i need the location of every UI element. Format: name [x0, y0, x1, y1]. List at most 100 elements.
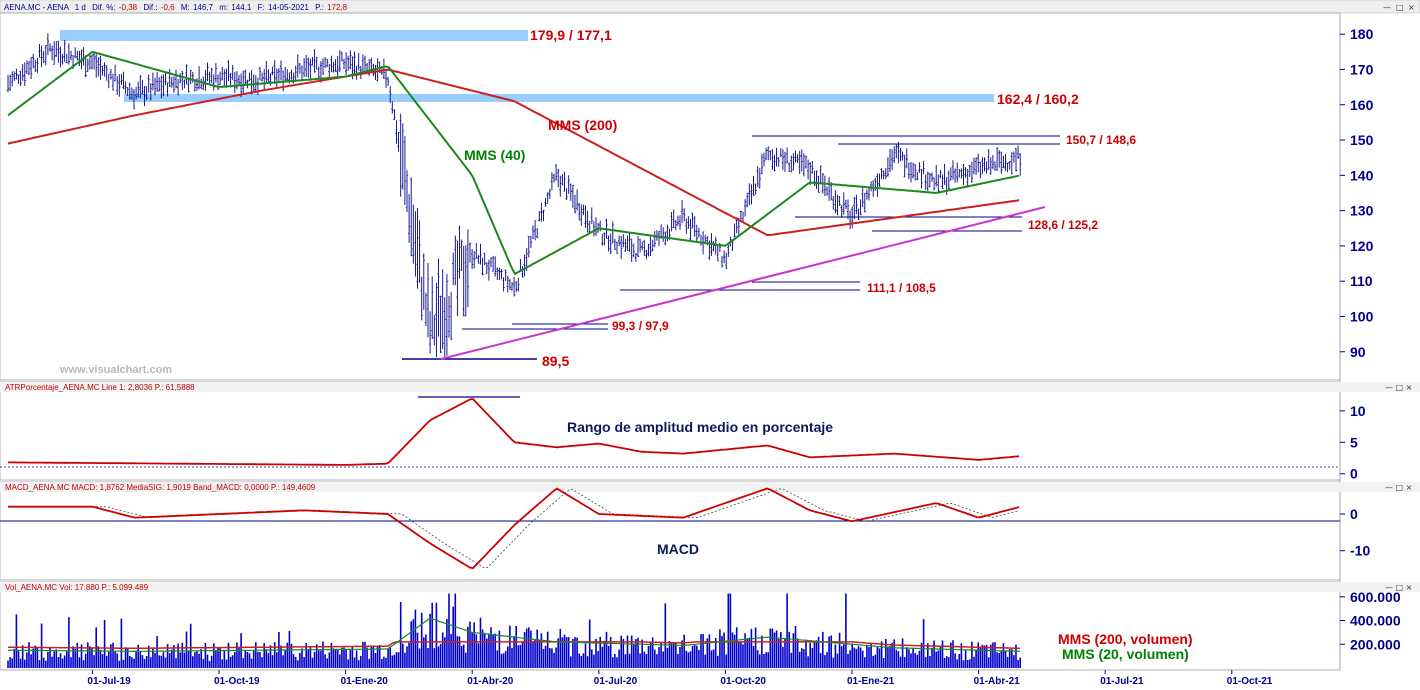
price-bar [769, 150, 772, 161]
macd-panel-controls[interactable]: — □ × [1385, 483, 1412, 492]
price-bar [607, 235, 610, 252]
volume-bar [307, 648, 310, 668]
price-bar [464, 245, 467, 317]
price-bar [155, 72, 159, 93]
volume-bar [664, 603, 667, 668]
volume-bar [326, 658, 328, 668]
volume-bar [570, 656, 572, 668]
window-controls: — □ × [1383, 3, 1415, 12]
price-bar [662, 227, 665, 242]
price-y-tick-label: 130 [1350, 203, 1374, 219]
volume-bar [912, 647, 914, 668]
x-tick-label: 01-Jul-19 [87, 676, 131, 687]
price-bar [617, 235, 621, 247]
price-bar [907, 162, 911, 180]
price-bar [983, 157, 986, 172]
price-bar [151, 72, 155, 91]
volume-bar [872, 655, 874, 668]
maximize-button[interactable]: □ [1396, 3, 1404, 12]
volume-bar [521, 641, 524, 668]
price-bar [1010, 152, 1013, 175]
price-bar [529, 235, 533, 248]
price-bar [145, 86, 148, 101]
price-bar [523, 254, 526, 277]
volume-bar [933, 640, 935, 668]
price-bar [160, 75, 163, 99]
price-bar [221, 66, 224, 81]
volume-bar [698, 650, 700, 668]
price-bar [334, 59, 337, 73]
price-bar [143, 86, 146, 106]
price-bar [628, 232, 631, 253]
volume-bar [786, 593, 788, 668]
volume-bar [595, 638, 597, 668]
price-bar [124, 81, 127, 94]
volume-bar [217, 647, 219, 668]
volume-bar [891, 642, 893, 668]
volume-bar [150, 657, 152, 668]
volume-bar [784, 638, 786, 668]
volume-bar [286, 642, 289, 668]
price-bar [792, 153, 795, 171]
volume-bar [301, 648, 303, 668]
vol-panel-controls[interactable]: — □ × [1385, 583, 1412, 592]
price-bar [981, 157, 984, 174]
band-162 [124, 94, 994, 102]
price-bar [930, 172, 934, 182]
price-bar [720, 255, 724, 268]
price-bar [991, 154, 995, 170]
price-bar [6, 75, 10, 93]
volume-bar [462, 644, 465, 668]
atr-line [8, 398, 1020, 466]
volume-bar [567, 637, 570, 668]
volume-bar [630, 635, 633, 668]
price-bar [496, 267, 499, 281]
minimize-button[interactable]: — [1383, 3, 1391, 12]
price-bar [920, 169, 923, 189]
price-bar [622, 234, 625, 248]
volume-bar [223, 649, 226, 668]
volume-bar [798, 651, 801, 668]
atr-panel-controls[interactable]: — □ × [1385, 383, 1412, 392]
volume-bar [391, 655, 394, 668]
price-bar [244, 69, 247, 85]
price-bar [424, 292, 428, 327]
close-button[interactable]: × [1408, 3, 1415, 12]
price-bar [69, 50, 73, 60]
price-bar [949, 167, 953, 181]
price-bar [338, 50, 341, 73]
price-bar [435, 282, 438, 358]
volume-bar [271, 655, 274, 668]
volume-bar [494, 633, 496, 668]
price-bar [88, 55, 92, 70]
volume-bar [389, 646, 391, 668]
volume-bar [517, 645, 520, 668]
volume-bar [257, 651, 259, 668]
volume-bar [242, 658, 244, 668]
price-y-tick-label: 110 [1350, 273, 1373, 289]
volume-bar [252, 650, 255, 668]
volume-bar [162, 652, 165, 668]
price-bar [307, 57, 310, 78]
price-bar [903, 154, 906, 178]
volume-bar [250, 658, 253, 668]
volume-bar [315, 644, 318, 668]
volume-bar [173, 645, 175, 668]
price-bar [210, 67, 213, 84]
volume-bar [504, 650, 507, 668]
volume-bar [719, 629, 721, 668]
volume-bar [362, 641, 364, 668]
price-bar [680, 200, 684, 224]
price-bar [134, 86, 138, 100]
volume-bar [725, 654, 727, 668]
volume-bar [620, 635, 622, 668]
price-bar [38, 44, 41, 58]
volume-bar [805, 639, 807, 668]
volume-bar [349, 649, 352, 668]
volume-bar [830, 635, 832, 668]
volume-bar [723, 632, 725, 668]
price-bar [855, 194, 858, 215]
volume-bar [752, 646, 755, 668]
volume-bar [1011, 649, 1013, 668]
price-bar [302, 58, 306, 77]
